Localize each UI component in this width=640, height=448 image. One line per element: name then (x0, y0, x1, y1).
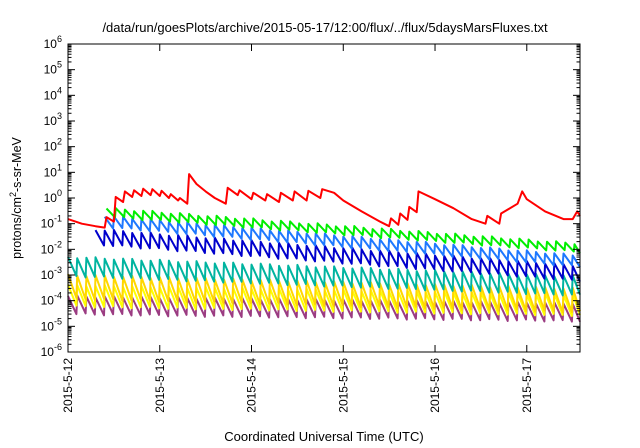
sawtooth-series-line (67, 273, 581, 314)
y-tick-label: 102 (44, 137, 62, 154)
chart-title: /data/run/goesPlots/archive/2015-05-17/1… (102, 20, 548, 35)
y-axis-label: protons/cm2-s-sr-MeV (8, 136, 24, 258)
y-tick-label: 104 (44, 85, 62, 102)
y-axis-label-superscript: 2 (8, 192, 18, 197)
y-tick-label: 10-6 (41, 342, 62, 359)
y-tick-label: 10-4 (41, 291, 62, 308)
y-tick-label: 101 (44, 162, 62, 179)
y-axis-label-units: -s-sr-MeV (10, 136, 24, 192)
x-tick-label: 2015-5-17 (520, 358, 534, 413)
y-tick-label: 105 (44, 60, 62, 77)
x-axis-label: Coordinated Universal Time (UTC) (224, 429, 423, 444)
y-tick-label: 10-3 (41, 265, 62, 282)
x-tick-label: 2015-5-13 (153, 358, 167, 413)
x-tick-label: 2015-5-16 (428, 358, 442, 413)
series-line (67, 173, 581, 229)
sawtooth-series-line (105, 207, 581, 254)
x-tick-label: 2015-5-15 (336, 358, 350, 413)
series-layer (67, 173, 581, 323)
y-axis-label-main: protons/cm (10, 197, 24, 259)
x-tick-label: 2015-5-12 (61, 358, 75, 413)
y-tick-label: 100 (44, 188, 62, 205)
x-tick-label: 2015-5-14 (245, 358, 259, 413)
sawtooth-series-line (103, 215, 581, 268)
sawtooth-series-line (67, 256, 581, 297)
y-tick-label: 10-5 (41, 316, 62, 333)
sawtooth-series-line (94, 229, 581, 283)
y-tick-label: 103 (44, 111, 62, 128)
y-tick-label: 106 (44, 34, 62, 51)
y-tick-label: 10-1 (41, 214, 62, 231)
ticks-layer: 10-6 10-5 10-4 10-3 10-2 10-1 100 101 102 103 104 1… (41, 34, 580, 413)
y-tick-label: 10-2 (41, 239, 62, 256)
